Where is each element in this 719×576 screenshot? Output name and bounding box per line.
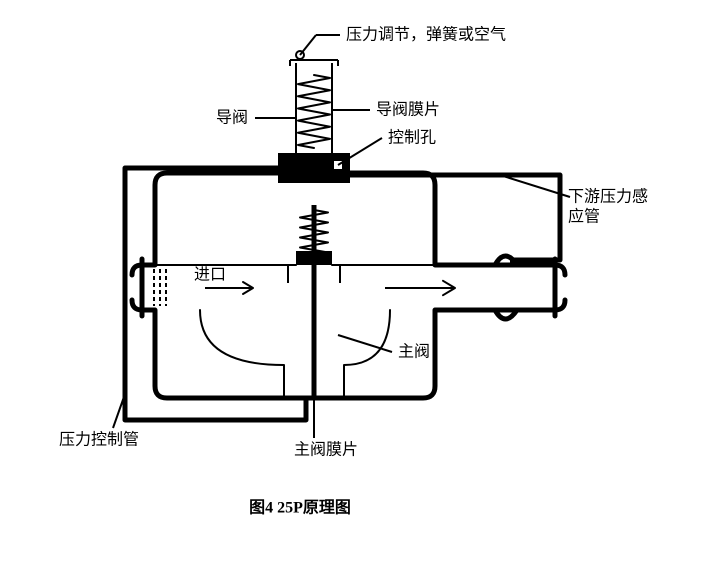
sense-tube — [350, 175, 560, 260]
label-control-port: 控制孔 — [388, 129, 436, 147]
label-pilot-diaphragm: 导阀膜片 — [376, 101, 440, 119]
label-pilot-valve: 导阀 — [216, 109, 248, 127]
label-pressure-control-tube: 压力控制管 — [59, 431, 139, 449]
figure-caption: 图4 25P原理图 — [249, 499, 351, 517]
label-sense-2: 应管 — [568, 207, 600, 226]
label-main-valve: 主阀 — [398, 343, 430, 361]
pressure-control-tube — [125, 168, 306, 420]
valve-body — [155, 173, 435, 398]
label-main-diaphragm: 主阀膜片 — [294, 441, 358, 459]
label-pressure-adjust: 压力调节，弹簧或空气 — [346, 25, 506, 44]
label-sense-1: 下游压力感 — [568, 188, 648, 206]
label-inlet: 进口 — [194, 266, 226, 284]
